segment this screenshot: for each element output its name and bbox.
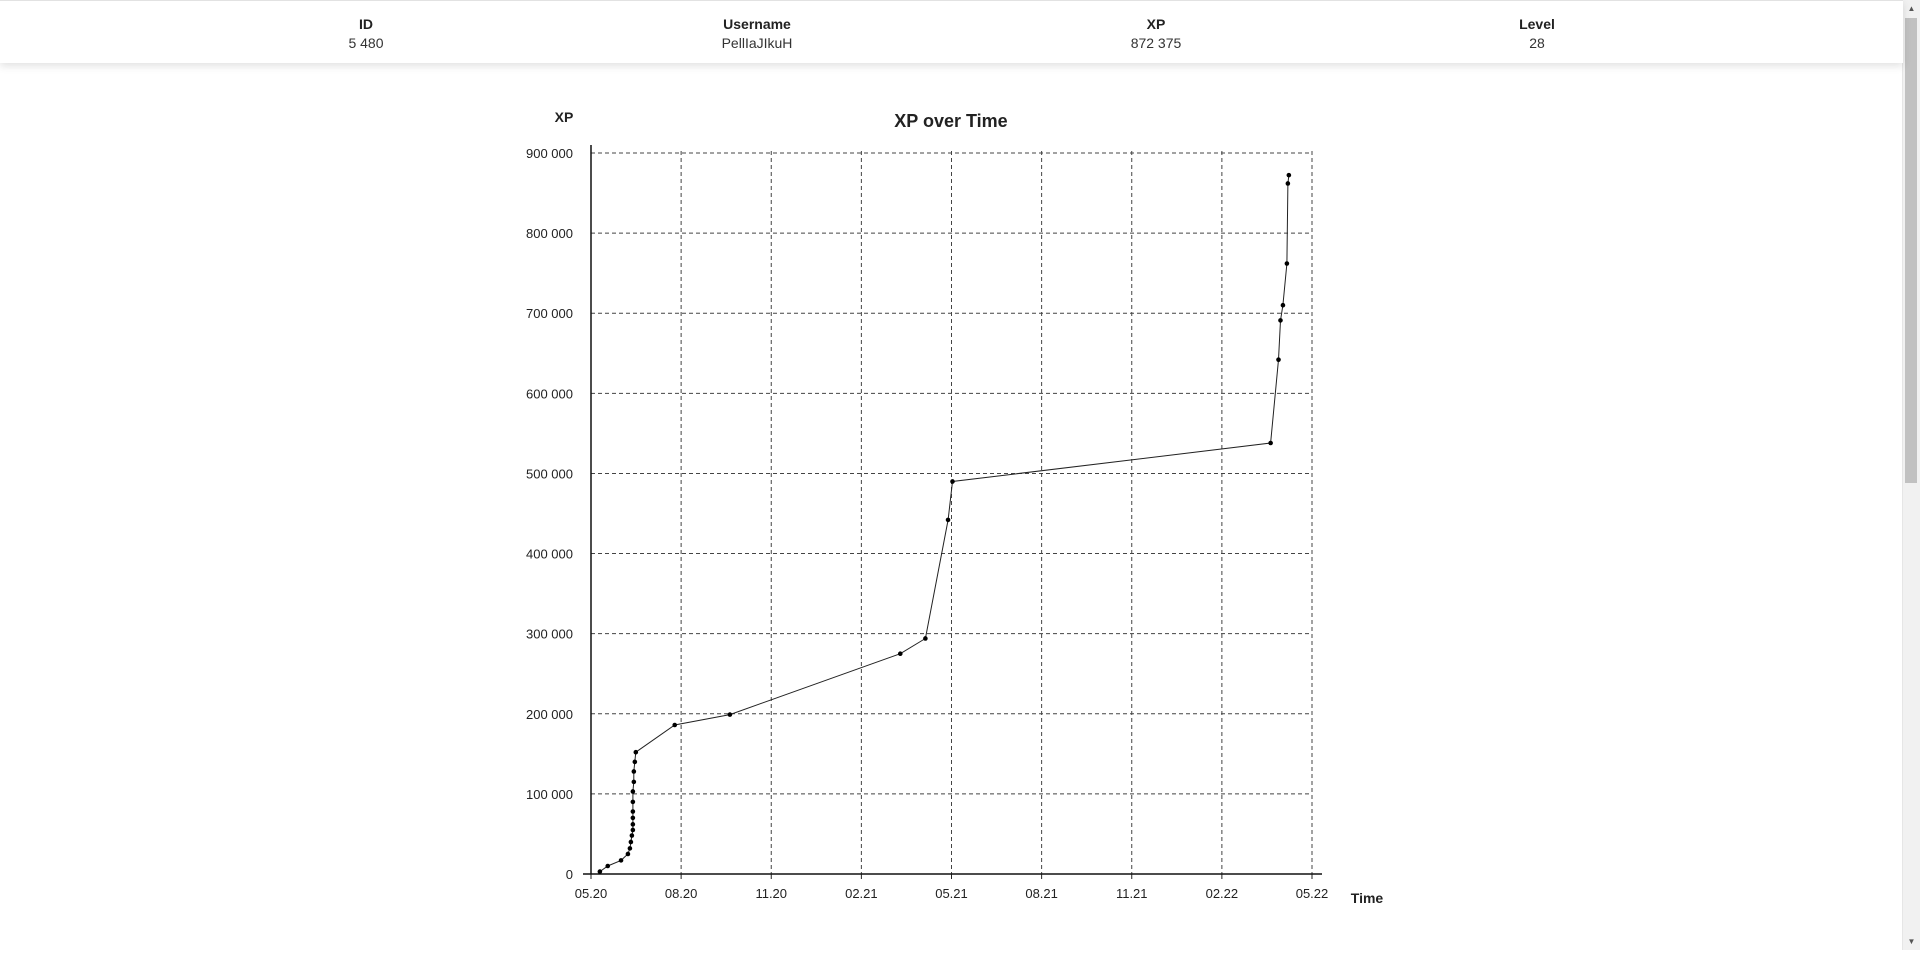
data-point bbox=[1286, 172, 1292, 178]
stat-xp: XP 872 375 bbox=[1056, 15, 1256, 53]
x-tick-label: 05.20 bbox=[575, 886, 608, 901]
axes bbox=[583, 145, 1322, 879]
data-point bbox=[631, 769, 637, 774]
stat-xp-value: 872 375 bbox=[1130, 35, 1182, 51]
y-tick-label: 300 000 bbox=[526, 627, 573, 642]
data-point bbox=[605, 863, 611, 869]
y-tick-label: 400 000 bbox=[526, 547, 573, 562]
vertical-scrollbar[interactable]: ▲ ▼ bbox=[1902, 0, 1920, 950]
scroll-thumb[interactable] bbox=[1905, 18, 1917, 483]
stat-id-value: 5 480 bbox=[348, 35, 384, 51]
scroll-down-icon[interactable]: ▼ bbox=[1907, 937, 1916, 946]
stat-username-value: PellIaJIkuH bbox=[721, 35, 793, 51]
data-point bbox=[627, 846, 633, 851]
x-tick-label: 02.22 bbox=[1206, 886, 1239, 901]
x-tick-label: 05.21 bbox=[935, 886, 968, 901]
data-point bbox=[630, 827, 636, 833]
data-point bbox=[950, 479, 955, 484]
data-point bbox=[1284, 261, 1290, 266]
data-point bbox=[1285, 181, 1291, 186]
y-tick-label: 700 000 bbox=[526, 306, 573, 321]
data-point bbox=[625, 851, 631, 857]
stat-id: ID 5 480 bbox=[266, 15, 466, 53]
y-tick-label: 800 000 bbox=[526, 226, 573, 241]
tick-labels: 05.20 08.20 11.20 02.21 05.21 08.21 11.21 02.22… bbox=[526, 146, 1328, 901]
y-tick-label: 500 000 bbox=[526, 466, 573, 481]
data-point bbox=[618, 858, 624, 863]
stat-xp-label: XP bbox=[1146, 16, 1166, 32]
data-point bbox=[1276, 357, 1281, 362]
data-point bbox=[629, 833, 635, 838]
x-tick-label: 05.22 bbox=[1296, 886, 1329, 901]
data-point bbox=[727, 712, 733, 717]
scroll-up-icon[interactable]: ▲ bbox=[1907, 4, 1916, 13]
chart-title: XP over Time bbox=[894, 111, 1007, 131]
y-tick-label: 0 bbox=[566, 867, 573, 882]
data-point bbox=[897, 651, 903, 656]
stat-level-value: 28 bbox=[1529, 35, 1545, 51]
series bbox=[597, 172, 1292, 874]
stat-level-label: Level bbox=[1519, 16, 1555, 32]
data-point bbox=[630, 789, 636, 794]
data-point bbox=[628, 839, 634, 845]
data-point bbox=[632, 759, 638, 765]
data-point bbox=[945, 517, 951, 523]
stat-username: Username PellIaJIkuH bbox=[657, 15, 857, 53]
x-tick-label: 08.20 bbox=[665, 886, 698, 901]
data-point bbox=[1278, 318, 1283, 323]
data-point bbox=[633, 749, 639, 755]
data-point bbox=[923, 636, 928, 641]
data-point bbox=[631, 779, 637, 785]
data-point bbox=[597, 869, 603, 874]
series-line bbox=[599, 175, 1290, 873]
data-point bbox=[1268, 440, 1273, 446]
x-tick-label: 02.21 bbox=[845, 886, 878, 901]
profile-header: ID 5 480 Username PellIaJIkuH XP 872 375… bbox=[0, 0, 1903, 63]
data-point bbox=[1280, 302, 1286, 308]
x-tick-label: 08.21 bbox=[1025, 886, 1058, 901]
grid bbox=[591, 151, 1313, 874]
data-point bbox=[630, 799, 636, 805]
y-tick-label: 200 000 bbox=[526, 707, 573, 722]
stat-username-label: Username bbox=[723, 16, 791, 32]
x-axis-label: Time bbox=[1351, 890, 1384, 906]
x-tick-label: 11.21 bbox=[1116, 886, 1148, 901]
stat-level: Level 28 bbox=[1437, 15, 1637, 53]
stat-id-label: ID bbox=[359, 16, 373, 32]
data-point bbox=[630, 809, 636, 814]
y-tick-label: 600 000 bbox=[526, 386, 573, 401]
y-tick-label: 100 000 bbox=[526, 787, 573, 802]
data-point bbox=[672, 722, 678, 728]
data-point bbox=[630, 815, 636, 821]
x-tick-label: 11.20 bbox=[755, 886, 787, 901]
y-tick-label: 900 000 bbox=[526, 146, 573, 161]
y-axis-label: XP bbox=[555, 109, 574, 125]
data-point bbox=[630, 822, 636, 827]
